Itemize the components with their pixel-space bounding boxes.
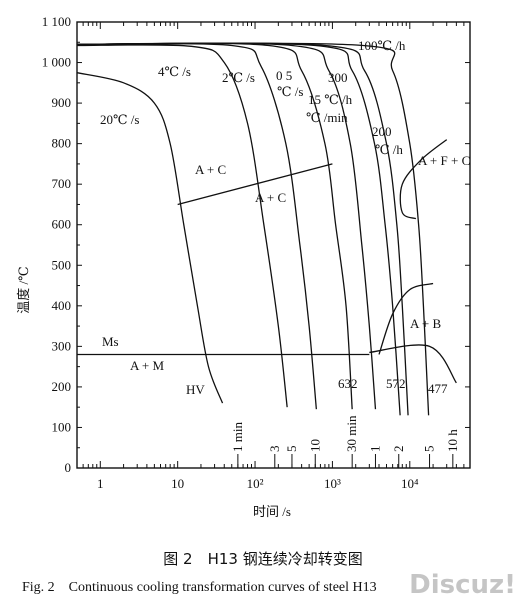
series-line <box>76 72 224 404</box>
y-tick-label: 1 000 <box>42 55 71 70</box>
y-tick-label: 900 <box>52 95 72 110</box>
annotation-label: A + C <box>195 162 226 177</box>
series-line <box>76 42 430 416</box>
series-label: ℃ /min <box>306 110 348 125</box>
annotation-label: 632 <box>338 376 358 391</box>
cct-chart: 0 100 200 300 400 500 600 700 800 900 1 000 1 100 1 1… <box>16 14 471 519</box>
caption-english: Fig. 2 Continuous cooling transformation… <box>22 580 377 595</box>
time-marker-label: 10 <box>307 439 322 452</box>
series-label: 200 <box>372 124 392 139</box>
y-tick-label: 800 <box>52 136 72 151</box>
y-tick-label: 400 <box>52 298 72 313</box>
series-line <box>378 282 434 355</box>
y-tick-label: 100 <box>52 419 72 434</box>
series-line <box>177 163 333 206</box>
x-axis-title: 时间 /s <box>253 504 291 519</box>
y-tick-label: 1 100 <box>42 14 71 29</box>
series-label: 0 5 <box>276 68 292 83</box>
series-label: 100℃ /h <box>358 38 406 53</box>
y-tick-label: 500 <box>52 257 72 272</box>
time-marker-label: 10 h <box>445 429 460 452</box>
series-label: 20℃ /s <box>100 112 139 127</box>
y-tick-label: 300 <box>52 338 72 353</box>
series-label: 15 ℃ /h <box>308 92 353 107</box>
annotation-label: HV <box>186 382 205 397</box>
time-marker-label: 5 <box>422 446 437 453</box>
y-axis-title: 温度 /℃ <box>16 266 31 313</box>
caption-chinese: 图 2 H13 钢连续冷却转变图 <box>163 550 363 568</box>
annotation-label: A + F + C <box>418 153 470 168</box>
annotation-label: 572 <box>386 376 406 391</box>
time-marker-label: 3 <box>267 446 282 453</box>
time-marker-label: 1 <box>367 446 382 453</box>
time-marker-label: 1 min <box>230 422 245 452</box>
ms-label: Ms <box>102 334 119 349</box>
y-tick-label: 700 <box>52 176 72 191</box>
series-line <box>369 344 457 384</box>
series-label: 300 <box>328 70 348 85</box>
time-marker-label: 30 min <box>344 415 359 452</box>
series-line <box>76 42 409 416</box>
x-tick-label: 10² <box>247 476 264 491</box>
time-marker-label: 2 <box>391 446 406 453</box>
series-line <box>76 44 288 408</box>
series-label: 4℃ /s <box>158 64 191 79</box>
series-label: ℃ /h <box>375 142 403 157</box>
y-tick-label: 0 <box>65 460 72 475</box>
annotation-label: A + M <box>130 358 165 373</box>
x-tick-label: 10 <box>171 476 184 491</box>
annotation-label: 477 <box>428 381 448 396</box>
series-line <box>399 139 448 220</box>
x-tick-label: 1 <box>97 476 104 491</box>
annotation-label: A + C <box>255 190 286 205</box>
watermark: Discuz! <box>409 570 516 600</box>
time-marker-label: 5 <box>284 446 299 453</box>
series-label: 2℃ /s <box>222 70 255 85</box>
y-tick-label: 600 <box>52 217 72 232</box>
annotation-label: A + B <box>410 316 442 331</box>
x-tick-label: 10⁴ <box>401 476 419 491</box>
x-tick-label: 10³ <box>324 476 341 491</box>
series-line <box>76 42 318 410</box>
series-label: ℃ /s <box>277 84 303 99</box>
y-tick-label: 200 <box>52 379 72 394</box>
